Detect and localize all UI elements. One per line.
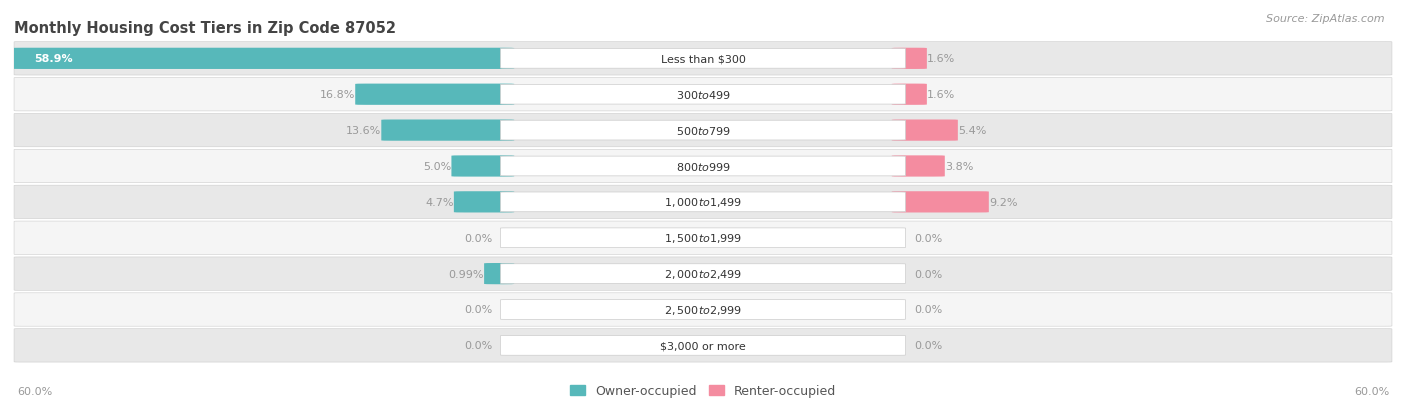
FancyBboxPatch shape: [501, 264, 905, 284]
Text: $1,000 to $1,499: $1,000 to $1,499: [664, 196, 742, 209]
Text: $300 to $499: $300 to $499: [675, 89, 731, 101]
Text: $800 to $999: $800 to $999: [675, 161, 731, 173]
Text: 5.4%: 5.4%: [957, 126, 986, 136]
FancyBboxPatch shape: [14, 293, 1392, 326]
FancyBboxPatch shape: [484, 263, 515, 285]
Text: 16.8%: 16.8%: [319, 90, 356, 100]
FancyBboxPatch shape: [14, 78, 1392, 112]
FancyBboxPatch shape: [501, 300, 905, 320]
Text: 0.0%: 0.0%: [464, 305, 492, 315]
FancyBboxPatch shape: [14, 43, 1392, 76]
Text: 58.9%: 58.9%: [34, 54, 73, 64]
FancyBboxPatch shape: [891, 120, 957, 141]
Text: 0.0%: 0.0%: [914, 305, 942, 315]
FancyBboxPatch shape: [891, 49, 927, 70]
Text: 0.0%: 0.0%: [914, 269, 942, 279]
Text: 0.0%: 0.0%: [464, 341, 492, 351]
FancyBboxPatch shape: [14, 150, 1392, 183]
Text: 5.0%: 5.0%: [423, 161, 451, 171]
FancyBboxPatch shape: [891, 84, 927, 106]
Text: Monthly Housing Cost Tiers in Zip Code 87052: Monthly Housing Cost Tiers in Zip Code 8…: [14, 21, 396, 36]
Text: 0.0%: 0.0%: [464, 233, 492, 243]
Text: $500 to $799: $500 to $799: [675, 125, 731, 137]
Text: 60.0%: 60.0%: [17, 387, 52, 396]
Text: 0.0%: 0.0%: [914, 341, 942, 351]
Text: $2,500 to $2,999: $2,500 to $2,999: [664, 303, 742, 316]
FancyBboxPatch shape: [14, 257, 1392, 291]
Text: 9.2%: 9.2%: [988, 197, 1018, 207]
FancyBboxPatch shape: [501, 49, 905, 69]
FancyBboxPatch shape: [451, 156, 515, 177]
Text: Source: ZipAtlas.com: Source: ZipAtlas.com: [1267, 14, 1385, 24]
FancyBboxPatch shape: [13, 49, 515, 70]
FancyBboxPatch shape: [14, 186, 1392, 219]
Text: 4.7%: 4.7%: [426, 197, 454, 207]
FancyBboxPatch shape: [356, 84, 515, 106]
FancyBboxPatch shape: [501, 121, 905, 140]
Text: Less than $300: Less than $300: [661, 54, 745, 64]
Text: $2,000 to $2,499: $2,000 to $2,499: [664, 268, 742, 280]
FancyBboxPatch shape: [14, 114, 1392, 147]
FancyBboxPatch shape: [454, 192, 515, 213]
Text: 60.0%: 60.0%: [1354, 387, 1389, 396]
FancyBboxPatch shape: [501, 85, 905, 105]
Text: $1,500 to $1,999: $1,500 to $1,999: [664, 232, 742, 244]
FancyBboxPatch shape: [891, 156, 945, 177]
FancyBboxPatch shape: [501, 336, 905, 355]
Text: 0.0%: 0.0%: [914, 233, 942, 243]
FancyBboxPatch shape: [501, 192, 905, 212]
Text: 1.6%: 1.6%: [927, 90, 955, 100]
Text: 1.6%: 1.6%: [927, 54, 955, 64]
Legend: Owner-occupied, Renter-occupied: Owner-occupied, Renter-occupied: [565, 380, 841, 402]
FancyBboxPatch shape: [14, 221, 1392, 255]
Text: 0.99%: 0.99%: [449, 269, 484, 279]
FancyBboxPatch shape: [381, 120, 515, 141]
Text: 3.8%: 3.8%: [945, 161, 973, 171]
FancyBboxPatch shape: [891, 192, 988, 213]
Text: $3,000 or more: $3,000 or more: [661, 341, 745, 351]
FancyBboxPatch shape: [501, 157, 905, 176]
FancyBboxPatch shape: [14, 329, 1392, 362]
FancyBboxPatch shape: [501, 228, 905, 248]
Text: 13.6%: 13.6%: [346, 126, 381, 136]
